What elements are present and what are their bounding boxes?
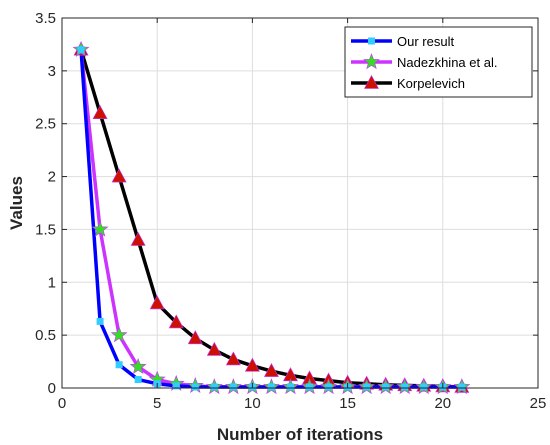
x-tick-label: 15 xyxy=(339,395,356,412)
data-point xyxy=(92,105,108,119)
data-point xyxy=(191,383,199,391)
data-point xyxy=(306,383,314,391)
y-tick-label: 2 xyxy=(48,169,56,186)
data-point xyxy=(210,383,218,391)
data-point xyxy=(225,351,241,366)
y-tick-label: 1.5 xyxy=(35,221,56,238)
plot-frame xyxy=(61,17,539,389)
legend-marker-0 xyxy=(368,37,375,45)
data-point xyxy=(229,383,237,391)
data-point xyxy=(263,362,279,377)
data-point xyxy=(134,376,142,384)
y-tick-label: 2.5 xyxy=(35,116,56,133)
legend-label-0: Our result xyxy=(397,34,454,49)
data-point xyxy=(363,383,371,391)
data-point xyxy=(325,383,333,391)
data-point xyxy=(77,46,85,54)
data-point xyxy=(129,358,147,375)
y-tick-label: 0.5 xyxy=(35,327,56,344)
data-point xyxy=(382,383,390,391)
data-point xyxy=(172,382,180,390)
data-point xyxy=(286,383,294,391)
data-point xyxy=(420,383,428,391)
legend: Our result Nadezkhina et al. Korpelevich xyxy=(344,26,533,98)
data-point xyxy=(244,357,260,372)
data-point xyxy=(115,361,123,369)
x-tick-label: 20 xyxy=(434,395,451,412)
data-point xyxy=(110,326,128,343)
data-point xyxy=(168,314,184,329)
x-axis-label: Number of iterations xyxy=(217,425,383,444)
data-point xyxy=(401,383,409,391)
y-tick-label: 3 xyxy=(48,63,56,80)
legend-label-2: Korpelevich xyxy=(397,76,465,91)
data-point xyxy=(267,383,275,391)
x-tick-label: 5 xyxy=(153,395,161,412)
x-tick-label: 10 xyxy=(244,395,261,412)
data-point xyxy=(130,231,146,246)
x-axis-ticks: 0 5 10 15 20 25 xyxy=(58,18,547,412)
legend-marker-1 xyxy=(363,53,380,70)
y-tick-label: 1 xyxy=(48,274,56,291)
x-tick-label: 25 xyxy=(530,395,547,412)
data-point xyxy=(458,383,466,391)
y-tick-label: 3.5 xyxy=(35,10,56,27)
data-point xyxy=(149,295,165,310)
data-point xyxy=(96,317,104,325)
y-axis-ticks: 0 0.5 1 1.5 2 2.5 3 3.5 xyxy=(35,10,538,397)
y-tick-label: 0 xyxy=(48,380,56,397)
y-axis-label: Values xyxy=(7,176,26,230)
data-point xyxy=(187,330,203,345)
legend-marker-2 xyxy=(363,74,380,89)
legend-label-1: Nadezkhina et al. xyxy=(397,55,497,70)
data-point xyxy=(206,341,222,356)
data-point xyxy=(111,168,127,183)
data-point xyxy=(91,220,109,237)
x-tick-label: 0 xyxy=(58,395,66,412)
